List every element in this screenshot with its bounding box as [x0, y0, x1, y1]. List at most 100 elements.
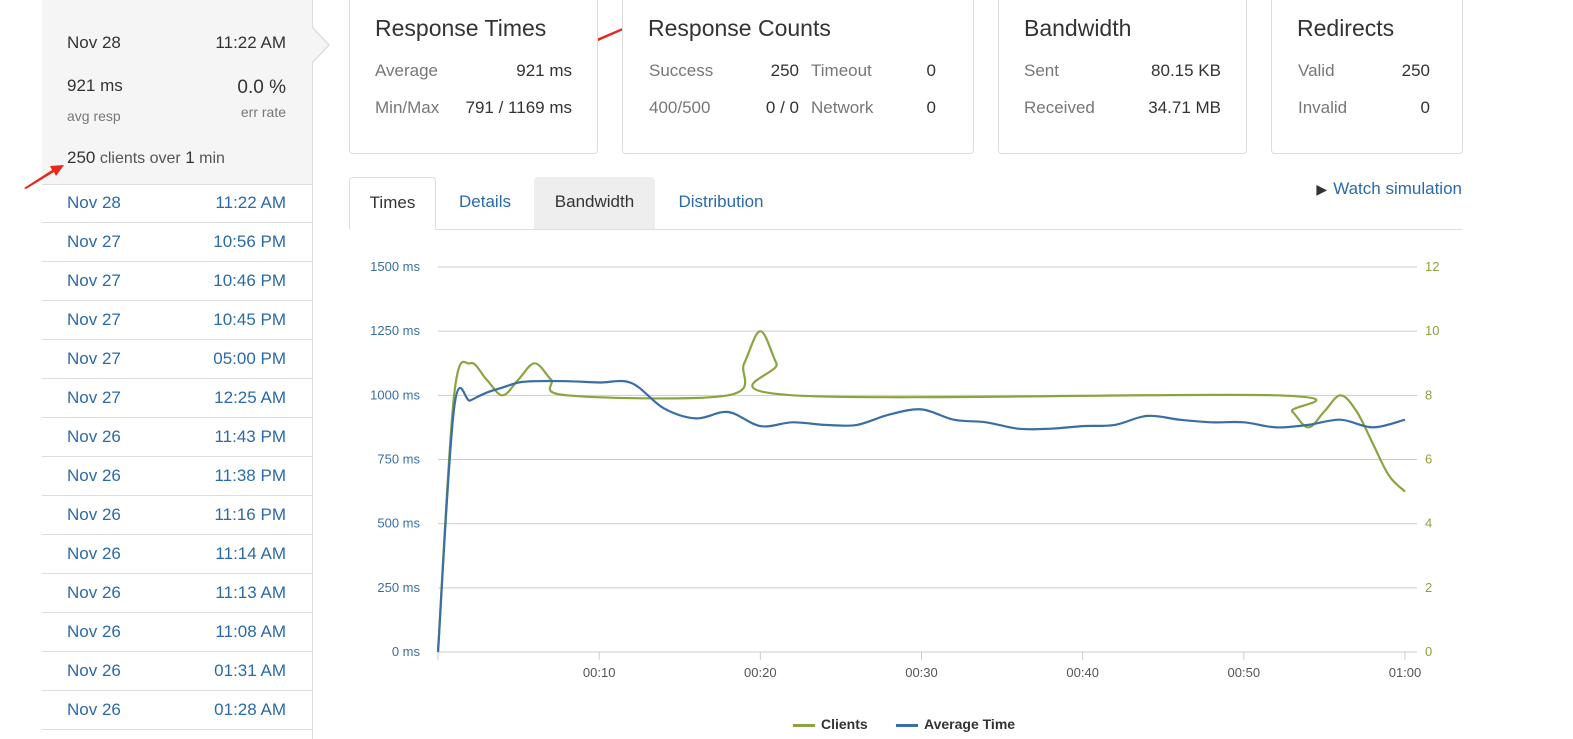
success-label: Success	[649, 61, 714, 80]
watch-simulation-link[interactable]: ▶ Watch simulation	[1316, 179, 1462, 199]
y-right-tick-label: 4	[1425, 516, 1432, 531]
run-time: 11:13 AM	[215, 583, 286, 602]
valid-value: 250	[1401, 61, 1430, 80]
x-tick-label: 00:50	[1228, 665, 1261, 680]
run-list-item[interactable]: Nov 27 10:46 PM	[42, 262, 312, 301]
selected-avg-resp: 921 ms	[67, 76, 123, 95]
y-right-tick-label: 0	[1425, 644, 1432, 659]
run-list-item[interactable]: Nov 26 01:31 AM	[42, 652, 312, 691]
annotation-arrow-clients	[24, 165, 64, 189]
x-tick-label: 00:20	[744, 665, 777, 680]
y-left-tick-label: 500 ms	[377, 516, 420, 531]
selection-pointer	[312, 28, 328, 62]
tab-details[interactable]: Details	[459, 192, 511, 211]
run-list-item[interactable]: Nov 28 11:22 AM	[42, 184, 312, 223]
selected-run-card[interactable]: Nov 28 11:22 AM 921 ms avg resp 0.0 % er…	[42, 0, 330, 185]
selected-avg-resp-label: avg resp	[67, 108, 121, 124]
average-label: Average	[375, 61, 439, 80]
sent-value: 80.15 KB	[1151, 61, 1221, 80]
run-list-item[interactable]: Nov 26 11:08 AM	[42, 613, 312, 652]
average-value: 921 ms	[516, 61, 572, 80]
clients-count: 250	[67, 148, 96, 167]
run-time: 01:28 AM	[214, 700, 286, 719]
run-date: Nov 26	[67, 466, 121, 485]
http-error-value: 0 / 0	[765, 98, 799, 117]
run-date: Nov 26	[67, 505, 121, 524]
watch-simulation-label: Watch simulation	[1333, 179, 1462, 198]
bandwidth-card: Bandwidth Sent 80.15 KB Received 34.71 M…	[998, 0, 1247, 154]
run-date: Nov 26	[67, 544, 121, 563]
run-list-item[interactable]: Nov 26 11:16 PM	[42, 496, 312, 535]
network-label: Network	[811, 98, 874, 117]
run-time: 11:38 PM	[214, 466, 286, 485]
selected-err-rate-label: err rate	[240, 104, 286, 120]
run-list-item[interactable]: Nov 26 11:14 AM	[42, 535, 312, 574]
run-date: Nov 26	[67, 661, 121, 680]
y-left-tick-label: 1000 ms	[370, 387, 420, 402]
tab-bandwidth[interactable]: Bandwidth	[534, 177, 655, 229]
legend-average-time[interactable]: Average Time	[896, 716, 1015, 732]
redirects-card: Redirects Valid 250 Invalid 0	[1271, 0, 1463, 154]
run-date: Nov 26	[67, 700, 121, 719]
x-tick-label: 00:30	[905, 665, 938, 680]
run-list-item[interactable]: Nov 27 10:56 PM	[42, 223, 312, 262]
y-left-tick-label: 250 ms	[377, 580, 420, 595]
response-times-card: Response Times Average 921 ms Min/Max 79…	[349, 0, 598, 154]
y-right-tick-label: 6	[1425, 452, 1432, 467]
y-left-tick-label: 1500 ms	[370, 259, 420, 274]
run-time: 10:56 PM	[213, 232, 286, 251]
run-list-item[interactable]: Nov 26 01:28 AM	[42, 691, 312, 730]
sent-label: Sent	[1024, 61, 1059, 80]
run-time: 10:46 PM	[213, 271, 286, 290]
run-date: Nov 28	[67, 193, 121, 212]
response-counts-card: Response Counts Success 250 Timeout 0 40…	[622, 0, 974, 154]
run-time: 11:22 AM	[215, 193, 286, 212]
invalid-label: Invalid	[1298, 98, 1348, 117]
run-time: 11:43 PM	[214, 427, 286, 446]
y-right-tick-label: 10	[1425, 323, 1439, 338]
test-runs-sidebar: Nov 28 11:22 AM 921 ms avg resp 0.0 % er…	[42, 0, 330, 739]
legend-clients[interactable]: Clients	[793, 716, 868, 732]
run-time: 11:08 AM	[215, 622, 286, 641]
run-date: Nov 26	[67, 622, 121, 641]
run-time: 12:25 AM	[214, 388, 286, 407]
http-error-label: 400/500	[649, 98, 711, 117]
clients-duration: 1	[185, 148, 195, 167]
legend-clients-label: Clients	[821, 716, 868, 732]
tab-times[interactable]: Times	[349, 177, 436, 230]
selected-clients-summary: 250 clients over 1 min	[67, 148, 225, 168]
run-list-item[interactable]: Nov 27 12:25 AM	[42, 379, 312, 418]
run-date: Nov 26	[67, 583, 121, 602]
run-time: 01:31 AM	[214, 661, 286, 680]
run-time: 05:00 PM	[213, 349, 286, 368]
response-times-title: Response Times	[375, 15, 547, 41]
bandwidth-title: Bandwidth	[1024, 15, 1132, 41]
results-tabs: Times Details Bandwidth Distribution	[349, 177, 1462, 230]
clients-unit: min	[199, 150, 225, 167]
run-date: Nov 26	[67, 427, 121, 446]
legend-clients-swatch	[793, 723, 815, 727]
selected-run-time: 11:22 AM	[215, 33, 286, 52]
x-tick-label: 00:10	[583, 665, 616, 680]
y-left-tick-label: 0 ms	[392, 644, 421, 659]
y-right-tick-label: 8	[1425, 387, 1432, 402]
received-label: Received	[1024, 98, 1095, 117]
run-list-item[interactable]: Nov 26 11:38 PM	[42, 457, 312, 496]
clients-over-text: clients over	[99, 150, 181, 167]
run-list-item[interactable]: Nov 27 05:00 PM	[42, 340, 312, 379]
run-time: 11:16 PM	[214, 505, 286, 524]
x-tick-label: 01:00	[1389, 665, 1422, 680]
run-time: 10:45 PM	[213, 310, 286, 329]
valid-label: Valid	[1298, 61, 1335, 80]
run-list-item[interactable]: Nov 26 11:13 AM	[42, 574, 312, 613]
timeout-value: 0	[926, 61, 936, 80]
run-list: Nov 28 11:22 AM Nov 27 10:56 PM Nov 27 10:46 …	[42, 184, 312, 730]
success-value: 250	[770, 61, 799, 80]
network-value: 0	[926, 98, 936, 117]
run-list-item[interactable]: Nov 26 11:43 PM	[42, 418, 312, 457]
run-date: Nov 27	[67, 271, 121, 290]
legend-average-time-swatch	[896, 723, 918, 727]
tab-distribution[interactable]: Distribution	[678, 192, 764, 211]
run-list-item[interactable]: Nov 27 10:45 PM	[42, 301, 312, 340]
legend-average-time-label: Average Time	[924, 716, 1016, 732]
